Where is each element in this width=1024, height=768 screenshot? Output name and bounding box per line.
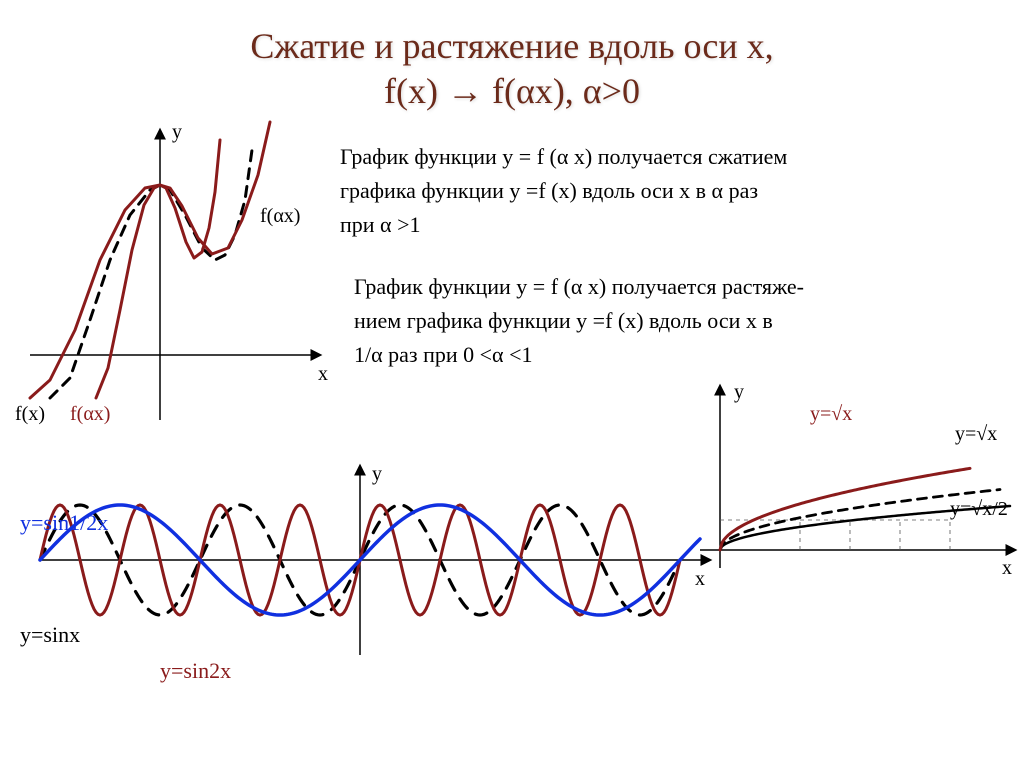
- svg-text:x: x: [318, 363, 328, 385]
- page-title: Сжатие и растяжение вдоль оси x, f(x) → …: [0, 0, 1024, 114]
- svg-text:y=√x: y=√x: [810, 403, 852, 425]
- chart-sqrt: y x y=√x y=√x y=√x/2: [680, 380, 1024, 600]
- description-2: График функции y = f (α x) получается ра…: [354, 270, 1014, 372]
- desc2-l3: 1/α раз при 0 <α <1: [354, 338, 1014, 372]
- svg-text:x: x: [1002, 557, 1012, 579]
- svg-text:y: y: [734, 381, 744, 403]
- svg-text:y=√x: y=√x: [955, 423, 997, 445]
- chart-fx-fax: x y f(x) f(αx) f(αx): [10, 120, 340, 430]
- svg-text:f(αx): f(αx): [70, 403, 110, 425]
- title-line1: Сжатие и растяжение вдоль оси x,: [0, 24, 1024, 69]
- svg-text:y=sinx: y=sinx: [20, 622, 80, 647]
- svg-text:y=sin1/2x: y=sin1/2x: [20, 510, 108, 535]
- svg-text:f(x): f(x): [15, 403, 45, 425]
- desc2-l2: нием графика функции y =f (x) вдоль оси …: [354, 304, 1014, 338]
- desc1-l2: графика функции y =f (x) вдоль оси x в α…: [340, 174, 1010, 208]
- svg-text:y: y: [172, 121, 182, 143]
- svg-text:y=√x/2: y=√x/2: [950, 498, 1008, 520]
- desc2-l1: График функции y = f (α x) получается ра…: [354, 270, 1014, 304]
- desc1-l3: при α >1: [340, 208, 1010, 242]
- title-line2: f(x) → f(αx), α>0: [0, 69, 1024, 114]
- description-1: График функции y = f (α x) получается сж…: [340, 140, 1010, 242]
- chart-sin: yxy=sin1/2xy=sinxy=sin2x: [20, 460, 720, 690]
- svg-text:f(αx): f(αx): [260, 205, 300, 227]
- svg-text:y: y: [372, 463, 382, 485]
- svg-text:y=sin2x: y=sin2x: [160, 658, 231, 683]
- desc1-l1: График функции y = f (α x) получается сж…: [340, 140, 1010, 174]
